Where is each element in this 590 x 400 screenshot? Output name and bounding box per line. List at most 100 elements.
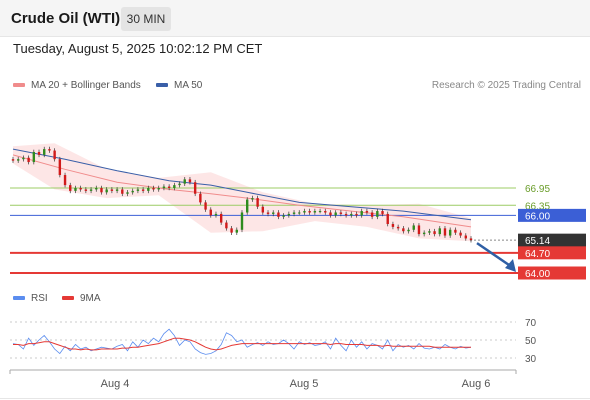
candle-body [100,188,103,193]
candle-body [324,211,327,213]
candle-body [141,189,145,191]
candle-body [69,185,72,191]
rsi-line [12,328,472,355]
candle-body [350,213,353,216]
candle-body [95,188,98,190]
legend-ma50: MA 50 [156,80,202,91]
x-tick-label-aug-4: Aug 4 [101,378,130,390]
candle-body [277,212,280,217]
candle-body [230,228,233,233]
candle-body [167,186,171,188]
header-bar: Crude Oil (WTI) 30 MIN [0,0,590,37]
candle-body [178,183,181,186]
candle-body [396,226,400,229]
candle-body [329,212,332,216]
candle-body [27,157,30,163]
candle-body [381,211,384,214]
candle-body [22,157,25,160]
bottom-border [0,398,590,399]
candle-body [407,229,410,232]
candle-body [428,231,431,233]
instrument-title: Crude Oil (WTI) [11,10,121,27]
price-label-65.14: 65.14 [525,236,550,247]
candle-body [162,186,166,188]
candle-body [152,188,155,190]
candle-body [443,228,447,236]
ma20-label: MA 20 + Bollinger Bands [31,80,141,91]
candle-body [204,202,207,210]
candle-body [376,211,379,217]
legend-ma20: MA 20 + Bollinger Bands [13,80,141,91]
candle-body [355,213,358,216]
candle-body [214,213,218,216]
candle-body [469,238,473,241]
candle-body [219,213,223,223]
candle-body [422,232,426,235]
price-tag-bg-66.00 [518,208,586,222]
candle-body [225,222,228,229]
candle-body [32,151,36,163]
candle-body [188,179,192,183]
candle-body [298,212,301,214]
candle-body [292,212,296,214]
candle-body [110,189,114,191]
candle-body [74,188,77,191]
rsi-tick-label-30: 30 [525,354,537,365]
price-tag-bg-65.14 [518,233,586,247]
interval-badge[interactable]: 30 MIN [121,7,171,31]
candle-body [417,225,421,235]
rsi-label: RSI [31,293,48,304]
rsi-swatch [13,296,25,301]
price-label-66.00: 66.00 [525,211,550,222]
legend-rsi: RSI [13,293,48,304]
candle-body [105,189,108,193]
candle-body [199,193,202,203]
candle-body [438,228,441,235]
ma50-label: MA 50 [174,80,203,91]
rsi-tick-label-70: 70 [525,318,537,329]
price-label-64.00: 64.00 [525,269,550,280]
candle-body [235,229,238,233]
candle-body [334,212,337,216]
candle-body [266,212,270,214]
candle-body [360,211,363,216]
candle-body [412,225,415,230]
candle-body [246,199,249,213]
candle-body [433,231,436,235]
candle-body [287,213,291,216]
candle-body [48,149,51,151]
candle-body [261,206,265,213]
candle-body [370,212,374,217]
candle-body [386,213,389,225]
ma50-swatch [156,83,168,88]
candle-body [209,209,212,216]
candle-body [136,189,140,191]
candle-body [84,189,88,191]
timestamp: Tuesday, August 5, 2025 10:02:12 PM CET [13,41,263,56]
price-label-66.95: 66.95 [525,184,550,195]
9ma-label: 9MA [80,293,101,304]
ma20-swatch [13,83,25,88]
candle-body [318,211,322,213]
candle-body [115,189,119,191]
candle-body [391,224,395,227]
x-tick-label-aug-6: Aug 6 [462,378,491,390]
candle-body [17,159,20,161]
candle-body [402,228,405,232]
candle-body [121,189,124,194]
candle-body [63,175,67,186]
candle-body [339,212,343,214]
candle-body [448,229,452,236]
candle-body [37,151,41,155]
forecast-arrow-line [476,242,513,269]
candle-body [303,211,306,213]
rsi-tick-label-50: 50 [525,336,537,347]
candle-body [464,235,467,239]
candle-body [147,188,150,191]
candle-body [89,189,93,191]
candle-body [183,179,186,184]
candle-body [256,198,259,207]
candle-body [157,188,160,190]
candle-body [251,198,254,200]
